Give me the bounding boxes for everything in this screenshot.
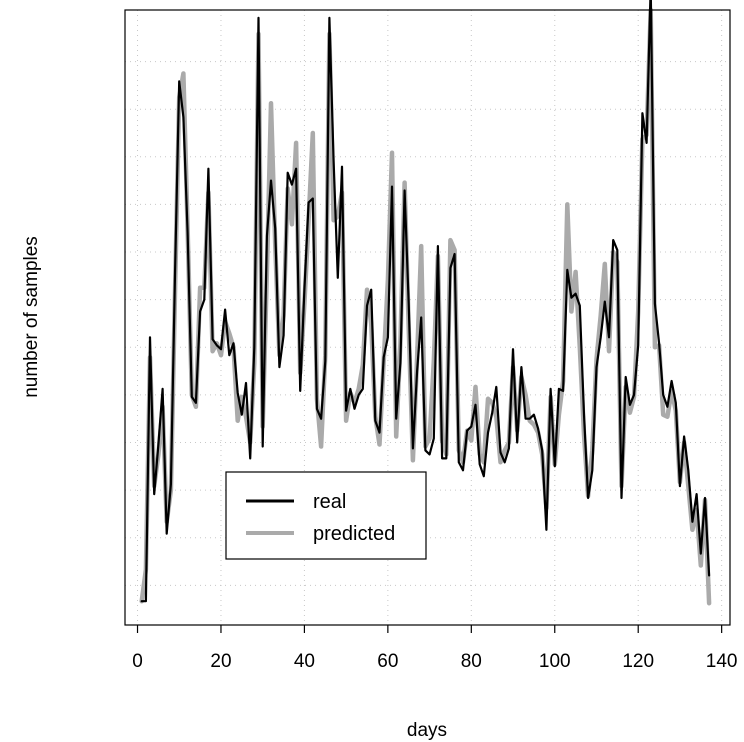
x-tick-label-100: 100 — [539, 651, 571, 672]
series-line-real — [140, 0, 711, 603]
x-tick-label-120: 120 — [622, 651, 654, 672]
y-axis-title: number of samples — [21, 236, 42, 398]
series-lines — [139, 0, 712, 606]
x-tick-label-80: 80 — [461, 651, 482, 672]
x-tick-label-140: 140 — [706, 651, 738, 672]
x-tick-label-40: 40 — [294, 651, 315, 672]
plot-frame — [124, 9, 731, 626]
x-axis: 0 20 40 60 80 100 120 140 — [132, 625, 738, 672]
x-tick-label-20: 20 — [210, 651, 231, 672]
x-tick-label-0: 0 — [132, 651, 143, 672]
x-axis-title: days — [407, 720, 447, 741]
legend: real predicted — [225, 471, 427, 560]
x-tick-label-60: 60 — [377, 651, 398, 672]
legend-label-real: real — [313, 491, 346, 513]
legend-label-predicted: predicted — [313, 523, 395, 545]
legend-box — [225, 471, 427, 560]
